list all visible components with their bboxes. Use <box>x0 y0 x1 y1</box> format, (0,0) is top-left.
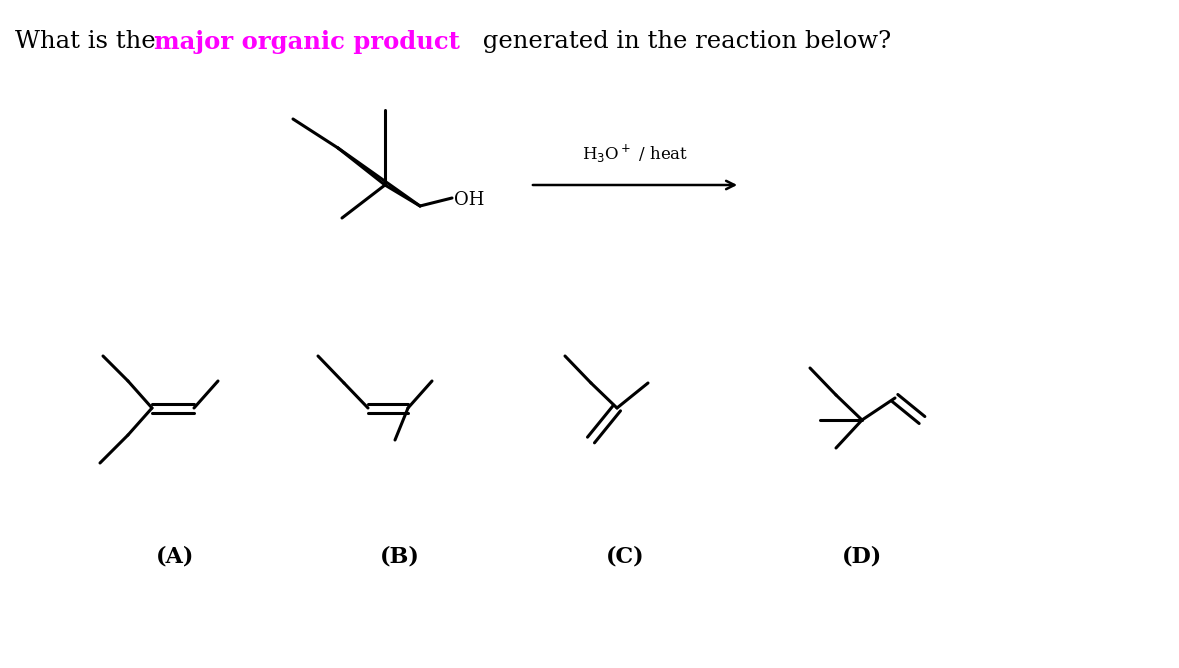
Text: (A): (A) <box>156 545 195 567</box>
Text: (B): (B) <box>380 545 420 567</box>
Text: major organic product: major organic product <box>154 30 460 54</box>
Text: What is the: What is the <box>15 30 164 53</box>
Text: (C): (C) <box>606 545 644 567</box>
Text: H$_3$O$^+$ / heat: H$_3$O$^+$ / heat <box>582 143 689 165</box>
Text: OH: OH <box>454 191 485 209</box>
Text: generated in the reaction below?: generated in the reaction below? <box>475 30 891 53</box>
Text: (D): (D) <box>842 545 882 567</box>
